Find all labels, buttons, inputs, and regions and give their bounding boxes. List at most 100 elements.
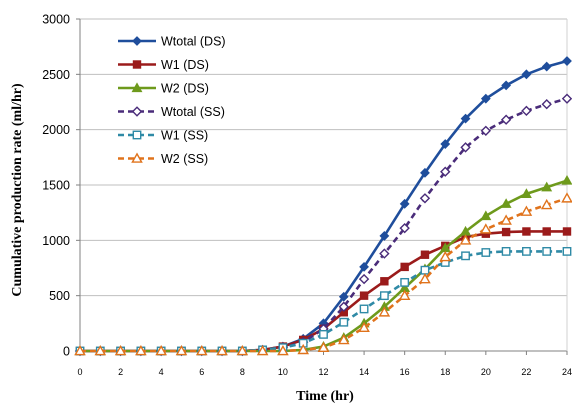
data-point [420, 265, 430, 275]
legend-entry: W1 (DS) [118, 58, 209, 72]
legend-entry: Wtotal (SS) [118, 105, 225, 119]
series-6 [74, 192, 572, 356]
data-point [74, 344, 86, 356]
data-point [195, 344, 208, 356]
x-tick-label: 10 [278, 367, 288, 377]
legend-swatch-marker [131, 106, 143, 117]
data-point [501, 80, 512, 91]
data-point [379, 230, 390, 241]
data-point [522, 246, 531, 256]
data-point [400, 277, 410, 287]
data-point [399, 198, 410, 209]
data-point [461, 251, 470, 261]
gridlines [80, 18, 567, 297]
data-point [540, 198, 553, 210]
data-point [379, 291, 389, 301]
data-point [460, 113, 471, 124]
y-tick-label: 0 [63, 345, 70, 359]
data-point [500, 198, 512, 208]
data-point [541, 181, 553, 192]
legend-label: W2 (SS) [161, 152, 208, 166]
data-point [521, 69, 532, 80]
data-point [541, 99, 552, 110]
data-point [562, 246, 572, 256]
data-point [359, 304, 369, 314]
data-point [317, 341, 330, 352]
data-point [439, 250, 452, 262]
series-lines [74, 56, 572, 357]
data-point [521, 105, 532, 117]
x-tick-label: 14 [359, 367, 369, 377]
x-tick-label: 16 [400, 367, 410, 377]
data-point [440, 139, 451, 149]
data-point [480, 210, 492, 221]
data-point [440, 166, 451, 177]
legend-label: W1 (SS) [161, 129, 208, 143]
legend-label: Wtotal (SS) [161, 105, 225, 119]
data-point [359, 291, 369, 300]
data-point [378, 306, 391, 317]
x-tick-label: 0 [77, 367, 82, 377]
data-point [358, 273, 370, 285]
data-point [460, 142, 471, 153]
legend-label: W1 (DS) [161, 58, 209, 72]
legend-swatch-marker [132, 60, 142, 69]
data-point [542, 227, 551, 236]
data-point [520, 205, 533, 216]
data-point [561, 192, 572, 203]
y-tick-label: 3000 [42, 13, 70, 27]
data-point [135, 344, 147, 356]
data-point [459, 234, 472, 245]
data-point [500, 214, 512, 225]
y-tick-label: 1000 [42, 234, 70, 248]
data-point [114, 344, 127, 356]
legend-entry: W2 (DS) [118, 82, 209, 96]
data-point [561, 174, 572, 185]
data-point [420, 167, 430, 178]
data-point [359, 261, 369, 272]
x-tick-label: 20 [481, 367, 491, 377]
legend-swatch-marker [131, 152, 143, 163]
data-point [480, 93, 491, 104]
data-point [338, 301, 349, 312]
data-point [338, 291, 349, 302]
x-axis-title: Time (hr) [296, 389, 354, 404]
x-tick-labels: 0 2 4 6 8 10 12 14 16 18 20 22 24 [77, 367, 572, 377]
data-point [358, 321, 370, 333]
data-point [94, 344, 107, 356]
data-point [480, 125, 492, 136]
y-tick-label: 2500 [42, 68, 70, 82]
data-point [399, 222, 410, 234]
legend-swatch-marker [132, 130, 142, 140]
y-axis-title: Cumulative production rate (ml/hr) [10, 83, 25, 297]
data-point [480, 223, 492, 234]
legend-entry: W1 (SS) [118, 129, 208, 143]
y-tick-label: 1500 [42, 179, 70, 193]
x-tick-label: 2 [118, 367, 123, 377]
legend: Wtotal (DS) W1 (DS) W2 (DS) Wtotal (SS) W1 (… [118, 35, 226, 166]
data-point [501, 246, 511, 256]
data-point [522, 227, 531, 236]
data-point [398, 289, 411, 300]
data-point [419, 273, 431, 284]
data-point [256, 344, 269, 356]
data-point [155, 344, 167, 356]
data-point [400, 262, 409, 272]
y-tick-label: 2000 [42, 123, 70, 137]
data-point [379, 248, 390, 259]
data-point [419, 193, 431, 204]
data-point [500, 114, 512, 125]
data-point [520, 188, 532, 198]
y-tick-label: 500 [49, 289, 70, 303]
data-point [216, 344, 228, 356]
x-tick-label: 24 [562, 367, 572, 377]
data-point [562, 227, 572, 236]
x-tick-label: 4 [159, 367, 164, 377]
legend-entry: W2 (SS) [118, 152, 208, 166]
data-point [236, 344, 249, 356]
x-tick-label: 12 [318, 367, 328, 377]
x-tick-label: 6 [199, 367, 204, 377]
data-point [380, 277, 389, 286]
